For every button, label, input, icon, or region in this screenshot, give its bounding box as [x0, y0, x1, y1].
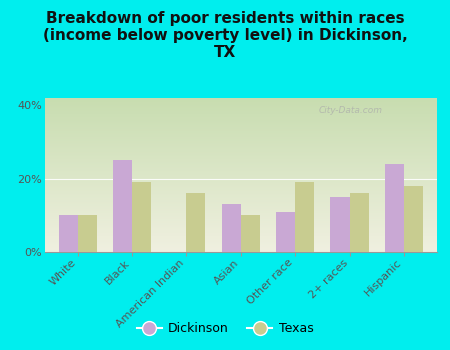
Bar [77, 215, 97, 252]
Legend: Dickinson, Texas: Dickinson, Texas [131, 317, 319, 340]
Bar [241, 215, 260, 252]
Bar [404, 186, 423, 252]
Text: City-Data.com: City-Data.com [318, 106, 382, 115]
Bar [132, 182, 151, 252]
Bar [113, 160, 132, 252]
Bar [330, 197, 350, 252]
Bar [186, 193, 205, 252]
Bar [58, 215, 77, 252]
Bar [385, 164, 404, 252]
Bar [222, 204, 241, 252]
Bar [295, 182, 314, 252]
Bar [350, 193, 369, 252]
Text: Breakdown of poor residents within races
(income below poverty level) in Dickins: Breakdown of poor residents within races… [43, 10, 407, 60]
Bar [276, 212, 295, 252]
